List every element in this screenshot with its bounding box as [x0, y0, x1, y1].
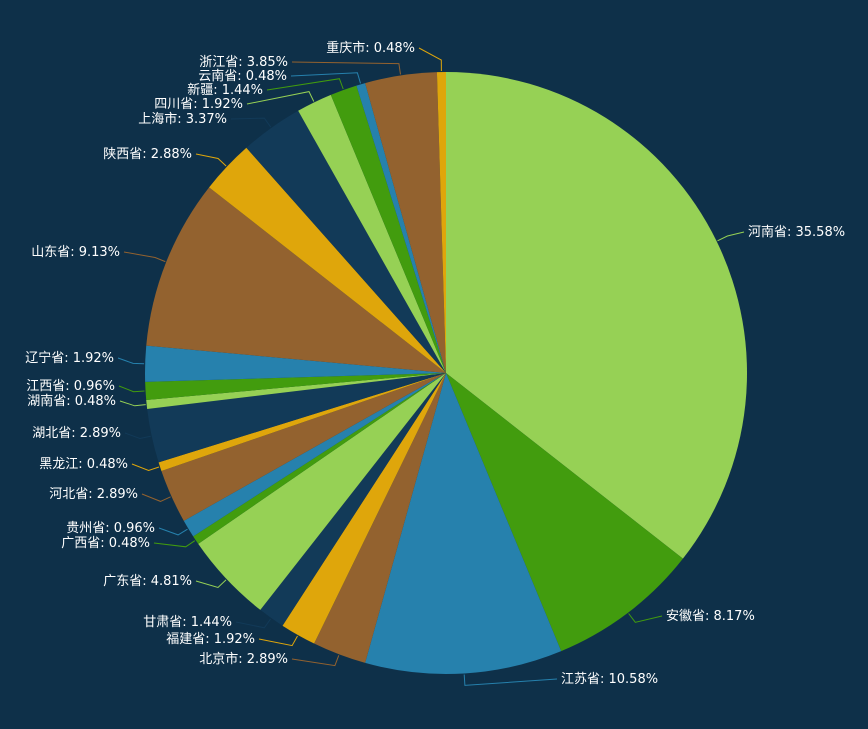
slice-label-13: 湖南省: 0.48%	[27, 393, 116, 409]
slice-label-5: 福建省: 1.92%	[166, 632, 255, 647]
pie-slice-9[interactable]	[183, 373, 447, 537]
pie-slice-3[interactable]	[365, 373, 562, 675]
slice-label-2: 安徽省: 8.17%	[666, 609, 755, 624]
pie-slice-21[interactable]	[356, 83, 446, 373]
pie-slice-7[interactable]	[198, 373, 446, 610]
leader-line-9	[158, 527, 188, 536]
slice-label-21: 云南省: 0.48%	[198, 68, 287, 84]
leader-line-4	[291, 655, 340, 667]
pie-slice-19[interactable]	[298, 94, 446, 373]
pie-slice-8[interactable]	[193, 373, 446, 544]
slice-label-15: 辽宁省: 1.92%	[25, 350, 114, 366]
pie-slice-5[interactable]	[282, 373, 446, 644]
pie-slice-22[interactable]	[365, 72, 446, 373]
pie-slice-4[interactable]	[314, 373, 446, 663]
leader-line-14	[118, 385, 145, 393]
slice-label-20: 新疆: 1.44%	[187, 82, 263, 98]
leader-line-15	[117, 357, 145, 365]
slice-label-18: 上海市: 3.37%	[138, 111, 227, 127]
pie-slice-10[interactable]	[161, 373, 446, 521]
pie-slices	[144, 72, 748, 675]
leader-line-1	[717, 231, 745, 242]
slice-label-6: 甘肃省: 1.44%	[143, 615, 232, 630]
slice-label-4: 北京市: 2.89%	[199, 651, 288, 667]
slice-label-22: 浙江省: 3.85%	[199, 55, 288, 70]
slice-label-1: 河南省: 35.58%	[748, 224, 845, 240]
leader-line-19	[246, 91, 315, 105]
leader-line-11	[131, 463, 160, 472]
slice-label-19: 四川省: 1.92%	[154, 97, 243, 112]
leader-line-10	[141, 493, 171, 502]
pie-slice-16[interactable]	[146, 187, 446, 373]
leader-line-17	[195, 153, 227, 167]
slice-label-14: 江西省: 0.96%	[26, 379, 115, 394]
leader-line-23	[418, 47, 442, 72]
pie-slice-18[interactable]	[246, 110, 446, 374]
pie-slice-1[interactable]	[446, 72, 748, 559]
pie-slice-17[interactable]	[209, 147, 446, 373]
slice-labels: 河南省: 35.58% 安徽省: 8.17% 江苏省: 10.58% 北京市: 2.8…	[25, 40, 845, 687]
slice-label-9: 贵州省: 0.96%	[66, 521, 155, 536]
slice-label-17: 陕西省: 2.88%	[103, 147, 192, 162]
slice-label-7: 广东省: 4.81%	[103, 574, 192, 589]
slice-label-3: 江苏省: 10.58%	[561, 671, 658, 687]
pie-slice-14[interactable]	[145, 373, 446, 401]
leader-line-22	[291, 61, 401, 75]
leader-line-16	[123, 251, 166, 263]
leader-line-3	[463, 674, 558, 686]
pie-slice-12[interactable]	[147, 373, 446, 463]
slice-label-11: 黑龙江: 0.48%	[39, 457, 128, 472]
pie-slice-2[interactable]	[446, 373, 683, 652]
leader-line-8	[153, 540, 196, 548]
pie-slice-6[interactable]	[260, 373, 446, 626]
slice-label-10: 河北省: 2.89%	[49, 487, 138, 502]
leader-line-20	[266, 78, 344, 91]
slice-label-23: 重庆市: 0.48%	[326, 40, 415, 56]
pie-slice-11[interactable]	[158, 373, 446, 472]
leader-line-7	[195, 579, 227, 589]
leader-line-21	[290, 72, 361, 84]
pie-slice-20[interactable]	[330, 85, 446, 373]
leader-line-6	[235, 618, 272, 629]
leader-line-18	[230, 117, 272, 128]
pie-slice-13[interactable]	[146, 373, 446, 410]
slice-label-16: 山东省: 9.13%	[31, 245, 120, 260]
label-leader-lines	[117, 47, 745, 686]
leader-line-2	[628, 613, 663, 623]
leader-line-13	[119, 400, 146, 407]
slice-label-12: 湖北省: 2.89%	[32, 426, 121, 441]
leader-line-12	[124, 432, 151, 440]
slice-label-8: 广西省: 0.48%	[61, 536, 150, 551]
pie-slice-15[interactable]	[144, 345, 446, 382]
pie-slice-23[interactable]	[436, 72, 446, 373]
leader-line-5	[258, 635, 298, 647]
